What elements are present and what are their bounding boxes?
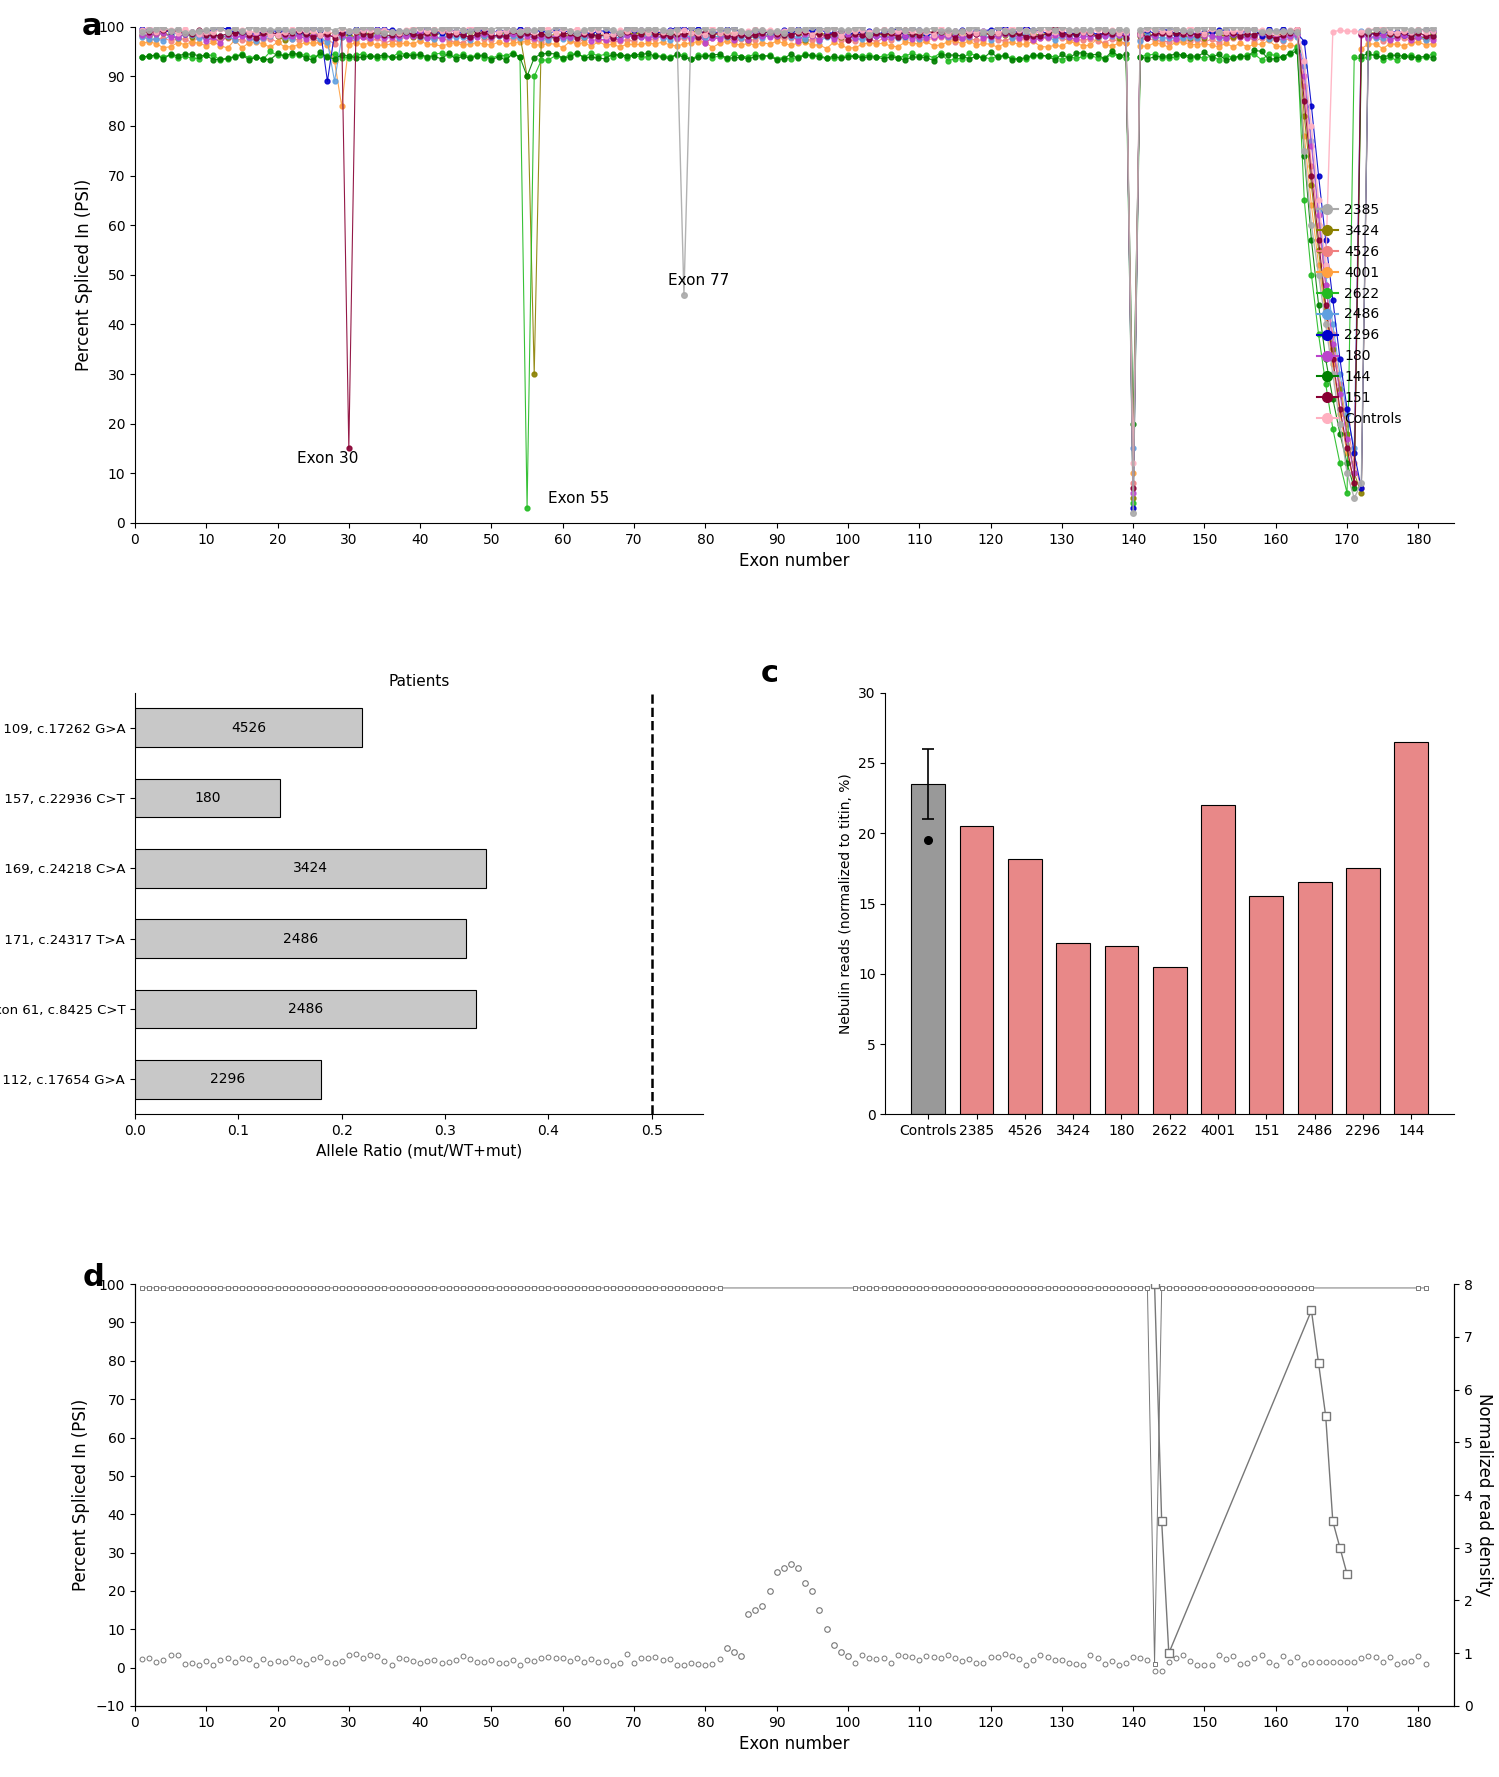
Legend: 2385, 3424, 4526, 4001, 2622, 2486, 2296, 180, 144, 151, Controls: 2385, 3424, 4526, 4001, 2622, 2486, 2296… (1312, 197, 1408, 432)
Text: 3424: 3424 (294, 862, 328, 876)
Bar (135, 709, 363, 746)
Bar (135, 1059, 321, 1098)
Bar (1201, 805, 1235, 1114)
Text: 2296: 2296 (210, 1072, 246, 1086)
Title: Patients: Patients (388, 673, 450, 689)
Text: 4526: 4526 (231, 721, 267, 734)
Y-axis label: Percent Spliced In (PSI): Percent Spliced In (PSI) (75, 179, 93, 371)
Bar (959, 826, 994, 1114)
Bar (135, 778, 280, 817)
Text: Exon 77: Exon 77 (667, 272, 729, 288)
X-axis label: Allele Ratio (mut/WT+mut): Allele Ratio (mut/WT+mut) (316, 1144, 522, 1159)
Bar (1346, 869, 1381, 1114)
Bar (135, 990, 477, 1029)
X-axis label: Exon number: Exon number (739, 553, 850, 570)
Y-axis label: Nebulin reads (normalized to titin, %): Nebulin reads (normalized to titin, %) (838, 773, 853, 1034)
Bar (1057, 944, 1090, 1114)
Bar (1394, 741, 1429, 1114)
Bar (135, 919, 466, 958)
Text: a: a (82, 12, 102, 41)
Bar (1250, 896, 1283, 1114)
Text: 2486: 2486 (283, 931, 318, 945)
Text: 2486: 2486 (288, 1002, 324, 1016)
Text: 180: 180 (193, 791, 220, 805)
Y-axis label: Normalized read density: Normalized read density (1475, 1393, 1493, 1598)
Bar (1298, 883, 1331, 1114)
X-axis label: Exon number: Exon number (739, 1734, 850, 1754)
Text: c: c (760, 659, 778, 688)
Text: Exon 30: Exon 30 (297, 451, 358, 466)
Bar (1105, 945, 1138, 1114)
Text: d: d (82, 1263, 103, 1292)
Point (916, 826, 940, 855)
Bar (1153, 967, 1187, 1114)
Bar (911, 784, 944, 1114)
Bar (1007, 858, 1042, 1114)
Bar (135, 849, 486, 888)
Y-axis label: Percent Spliced In (PSI): Percent Spliced In (PSI) (72, 1398, 90, 1590)
Text: Exon 55: Exon 55 (549, 490, 610, 506)
